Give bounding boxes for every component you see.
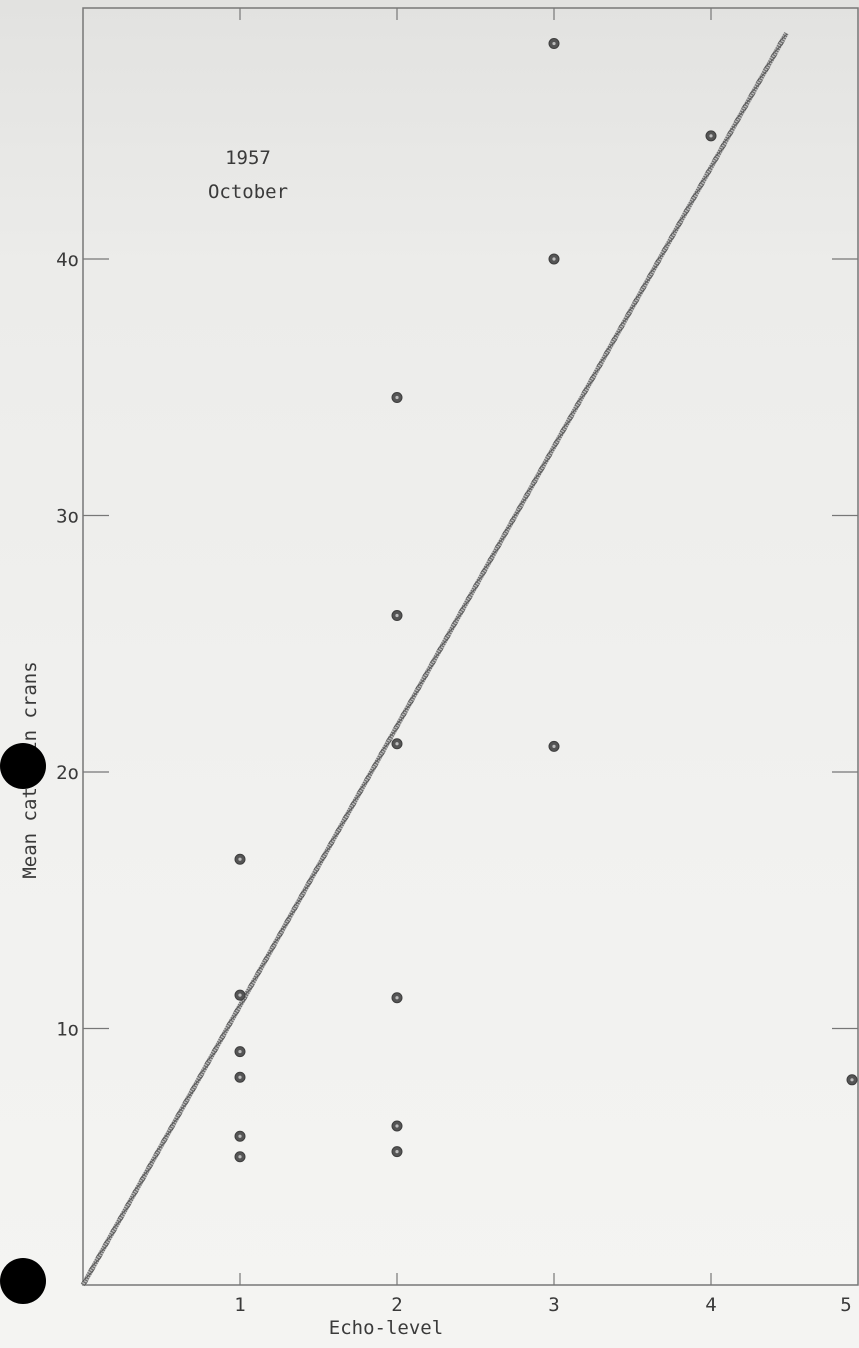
data-point-center [238, 1075, 242, 1079]
hole-punch-top [0, 743, 46, 789]
data-points [234, 38, 858, 1163]
data-point-center [850, 1078, 854, 1082]
regression-line-hatching [81, 32, 789, 1287]
y-tick-label: 1o [56, 1019, 79, 1041]
x-tick-label: 1 [234, 1294, 245, 1316]
data-point-center [238, 857, 242, 861]
data-point-center [395, 742, 399, 746]
data-point-center [395, 1150, 399, 1154]
data-point-center [238, 1134, 242, 1138]
data-point-center [238, 1155, 242, 1159]
y-tick-label: 3o [56, 506, 79, 528]
plot-border [82, 7, 859, 1286]
data-point-center [395, 996, 399, 1000]
axis-ticks [83, 8, 858, 1285]
annotation-year: 1957 [225, 147, 271, 169]
data-point-center [709, 134, 713, 138]
chart-text: 1957 October Echo-level Mean catch in cr… [19, 147, 852, 1339]
x-tick-label: 5 [840, 1294, 851, 1316]
y-tick-label: 2o [56, 762, 79, 784]
data-point-center [238, 993, 242, 997]
data-point-center [395, 395, 399, 400]
x-tick-label: 3 [548, 1294, 559, 1316]
fit-line-layer [80, 32, 789, 1287]
data-point-center [552, 257, 556, 261]
data-point-center [395, 613, 399, 618]
plot-frame [82, 7, 859, 1286]
hole-punch-bottom [0, 1258, 46, 1304]
y-tick-label: 4o [56, 249, 79, 271]
x-axis-label: Echo-level [329, 1317, 443, 1339]
x-tick-label: 4 [705, 1294, 716, 1316]
data-point-center [552, 41, 556, 46]
annotation-month: October [208, 181, 288, 203]
x-tick-label: 2 [391, 1294, 402, 1316]
data-point-center [238, 1049, 242, 1054]
data-point-center [395, 1124, 399, 1128]
data-point-center [552, 744, 556, 748]
